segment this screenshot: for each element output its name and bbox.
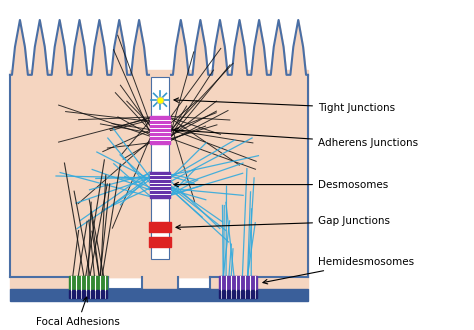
Text: Focal Adhesions: Focal Adhesions xyxy=(36,297,120,327)
Text: Gap Junctions: Gap Junctions xyxy=(176,216,390,229)
Bar xyxy=(150,172,170,198)
Bar xyxy=(10,70,308,277)
Bar xyxy=(149,222,171,232)
Bar xyxy=(150,116,170,144)
Text: Desmosomes: Desmosomes xyxy=(174,180,388,189)
Bar xyxy=(151,77,169,259)
Text: Hemidesmosomes: Hemidesmosomes xyxy=(263,257,414,284)
Polygon shape xyxy=(210,277,308,289)
Polygon shape xyxy=(10,277,108,289)
Bar xyxy=(219,276,257,290)
Bar xyxy=(69,290,107,298)
Text: Adherens Junctions: Adherens Junctions xyxy=(174,128,418,148)
Bar xyxy=(69,276,107,290)
Bar xyxy=(10,289,308,301)
Bar xyxy=(142,277,178,289)
Text: Tight Junctions: Tight Junctions xyxy=(174,98,395,113)
Bar xyxy=(149,238,171,248)
Bar xyxy=(219,290,257,298)
